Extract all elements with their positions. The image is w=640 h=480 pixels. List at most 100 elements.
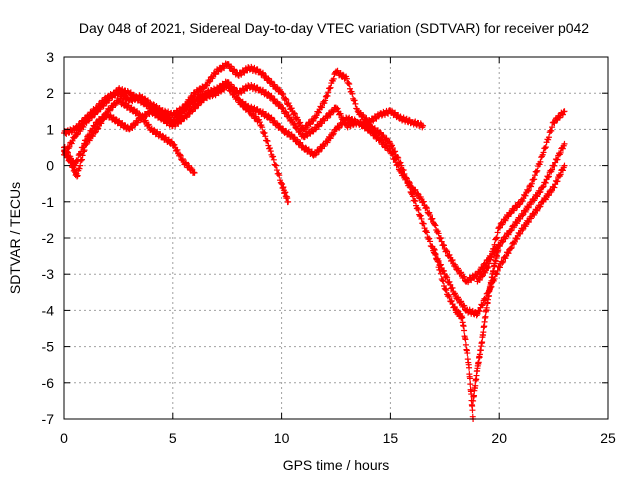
data-point-track-6 (462, 336, 469, 343)
data-point-track-2 (414, 190, 421, 197)
data-point-track-2 (88, 114, 95, 121)
data-point-track-8 (559, 111, 566, 118)
data-point-track-3 (411, 197, 418, 204)
data-point-track-3 (315, 148, 322, 155)
data-point-track-4 (76, 165, 83, 172)
y-tick-label: -2 (42, 230, 55, 246)
data-point-track-3 (559, 167, 566, 174)
data-point-track-8 (561, 108, 568, 115)
data-point-track-3 (427, 238, 434, 245)
data-point-track-2 (423, 204, 430, 211)
data-point-track-2 (265, 90, 272, 97)
data-point-track-8 (490, 245, 497, 252)
data-point-track-5 (273, 167, 280, 174)
data-point-track-3 (308, 148, 315, 155)
data-point-track-3 (394, 154, 401, 161)
data-point-track-3 (217, 88, 224, 95)
data-point-track-3 (447, 281, 454, 288)
data-point-track-2 (80, 124, 87, 131)
data-point-track-1 (343, 75, 350, 82)
data-point-track-8 (488, 253, 495, 260)
data-point-track-2 (438, 238, 445, 245)
data-point-track-3 (522, 223, 529, 230)
y-tick-label: 3 (46, 49, 54, 65)
data-point-track-8 (549, 124, 556, 131)
data-point-track-2 (420, 198, 427, 205)
data-point-track-8 (537, 158, 544, 165)
data-point-track-6 (430, 245, 437, 252)
data-point-track-4 (159, 132, 166, 139)
data-point-track-3 (397, 159, 404, 166)
data-point-track-3 (330, 130, 337, 137)
x-tick-label: 15 (383, 430, 399, 446)
y-tick-label: 0 (46, 158, 54, 174)
data-point-track-4 (174, 146, 181, 153)
data-point-track-1 (231, 66, 238, 73)
data-point-track-7 (479, 339, 486, 346)
data-point-track-2 (508, 227, 515, 234)
data-point-track-2 (517, 215, 524, 222)
data-point-track-8 (533, 168, 540, 175)
data-point-track-2 (268, 92, 275, 99)
data-point-track-6 (446, 294, 453, 301)
data-point-track-6 (448, 297, 455, 304)
data-point-track-5 (285, 198, 292, 205)
data-point-track-1 (217, 66, 224, 73)
data-point-track-2 (280, 105, 287, 112)
data-point-track-3 (517, 230, 524, 237)
data-point-track-1 (206, 78, 213, 85)
data-point-track-2 (109, 94, 116, 101)
data-point-track-2 (441, 242, 448, 249)
data-point-track-5 (267, 148, 274, 155)
data-point-track-2 (449, 257, 456, 264)
data-point-track-3 (444, 274, 451, 281)
data-point-track-1 (280, 91, 287, 98)
data-point-track-8 (496, 224, 503, 231)
data-point-track-1 (363, 115, 370, 122)
data-point-track-5 (262, 133, 269, 140)
data-point-track-1 (330, 75, 337, 82)
x-tick-label: 5 (169, 430, 177, 446)
data-point-track-4 (176, 151, 183, 158)
data-point-track-1 (288, 105, 295, 112)
data-point-track-4 (77, 157, 84, 164)
data-point-track-3 (324, 139, 331, 146)
data-point-track-3 (446, 278, 453, 285)
data-point-track-4 (79, 156, 86, 163)
data-point-track-3 (395, 154, 402, 161)
data-point-track-2 (432, 222, 439, 229)
data-point-track-3 (545, 192, 552, 199)
data-point-track-2 (554, 156, 561, 163)
data-point-track-1 (297, 119, 304, 126)
data-point-track-1 (307, 121, 314, 128)
data-point-track-5 (244, 104, 251, 111)
data-point-track-3 (183, 114, 190, 121)
data-point-track-2 (437, 235, 444, 242)
data-point-track-1 (291, 110, 298, 117)
data-point-track-1 (322, 97, 329, 104)
data-point-track-2 (539, 184, 546, 191)
data-point-track-4 (139, 113, 146, 120)
data-point-track-5 (259, 124, 266, 131)
data-point-track-3 (423, 229, 430, 236)
data-point-track-1 (345, 80, 352, 87)
data-point-track-1 (268, 78, 275, 85)
data-point-track-8 (491, 241, 498, 248)
data-point-track-4 (89, 133, 96, 140)
data-point-track-2 (458, 269, 465, 276)
data-point-track-2 (444, 248, 451, 255)
data-point-track-4 (101, 114, 108, 121)
data-point-track-8 (524, 188, 531, 195)
data-point-track-1 (325, 89, 332, 96)
data-point-track-2 (431, 221, 438, 228)
data-point-track-3 (409, 193, 416, 200)
data-point-track-2 (519, 212, 526, 219)
data-point-track-3 (388, 142, 395, 149)
data-point-track-3 (525, 219, 532, 226)
data-point-track-8 (551, 120, 558, 127)
data-point-track-3 (392, 148, 399, 155)
data-point-track-2 (561, 140, 568, 147)
data-point-track-3 (561, 162, 568, 169)
data-point-track-2 (141, 99, 148, 106)
